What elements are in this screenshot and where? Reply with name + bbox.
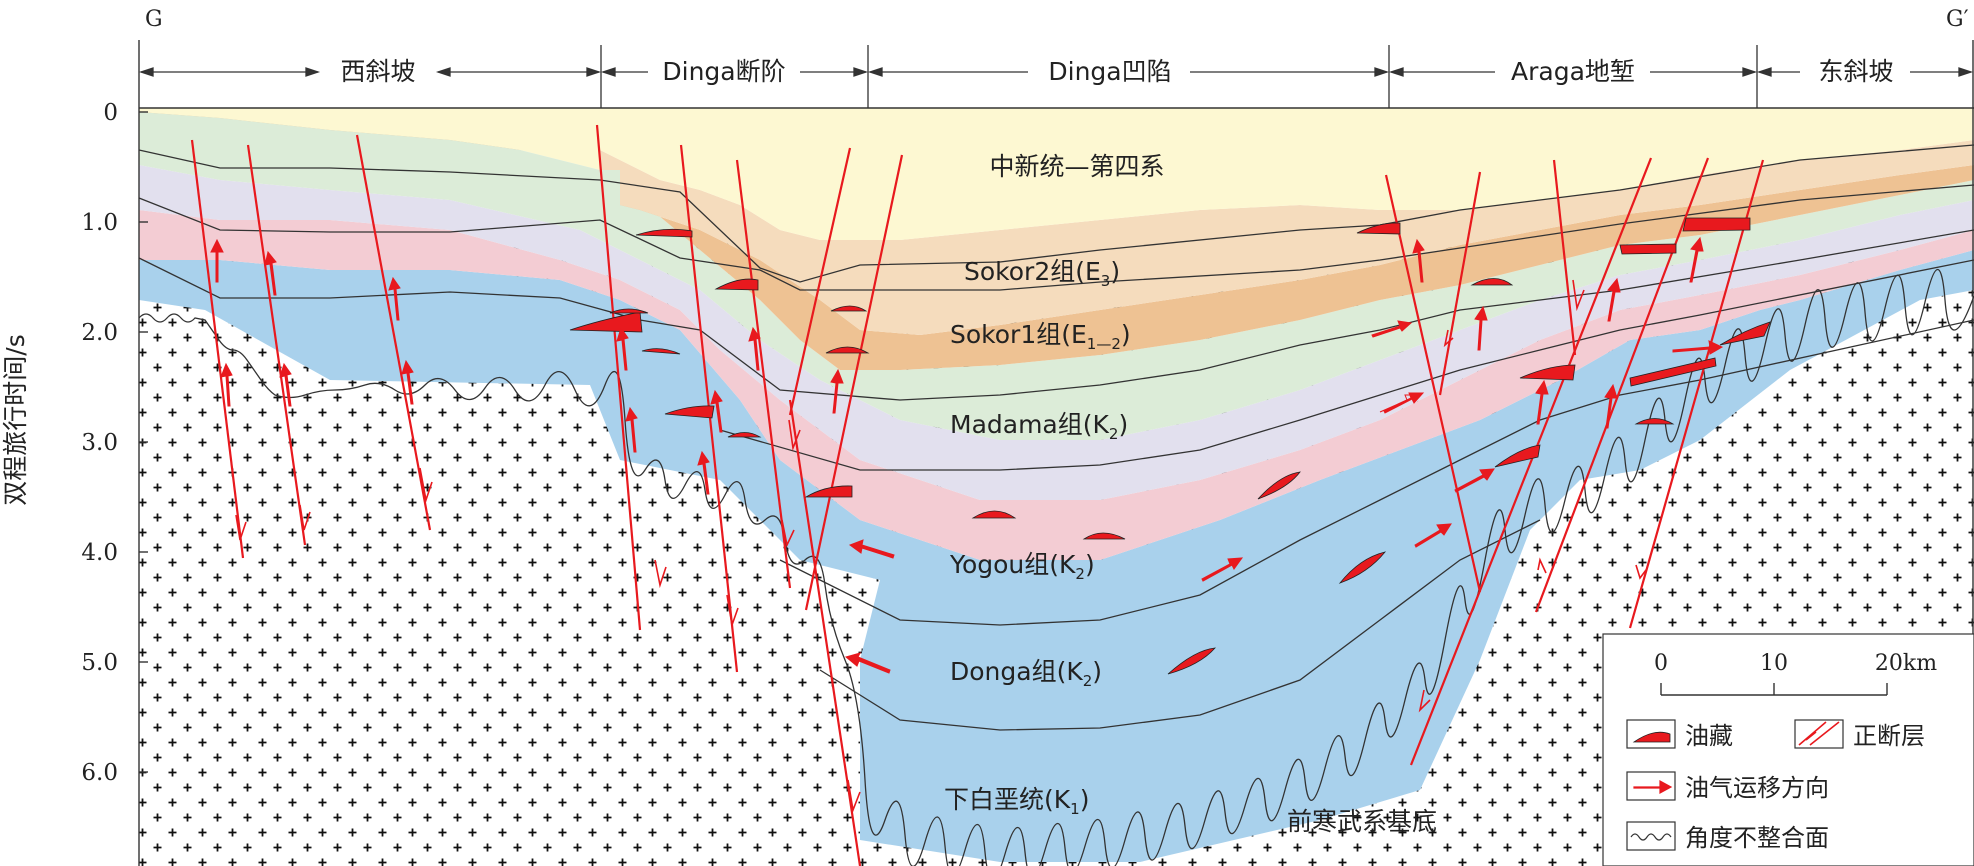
zone-label-dinga-depression: Dinga凹陷 [1048, 57, 1171, 86]
oil-reservoir [664, 405, 715, 419]
layer-donga [139, 210, 1974, 560]
stratum-label-sokor2: Sokor2组(E3) [964, 257, 1120, 290]
y-axis-label: 双程旅行时间/s [1, 334, 30, 505]
oil-reservoir [714, 278, 759, 291]
fault-slip-marks [235, 279, 1647, 814]
migration-arrow [1604, 383, 1618, 429]
stratum-label-sokor1: Sokor1组(E1—2) [950, 320, 1131, 353]
oil-reservoir [1167, 647, 1216, 675]
legend-label-fault: 正断层 [1853, 722, 1925, 750]
oil-reservoir [1082, 532, 1126, 540]
oil-reservoir [971, 510, 1017, 519]
zone-label-east-slope: 东斜坡 [1818, 57, 1893, 86]
migration-arrow [1379, 394, 1420, 413]
migration-arrow [844, 652, 891, 674]
stratum-label-yogou: Yogou组(K2) [949, 550, 1095, 583]
oil-reservoir [1629, 357, 1717, 387]
scale-bar [1660, 683, 1888, 696]
stratum-label-donga: Donga组(K2) [950, 657, 1102, 690]
faults [190, 124, 1765, 866]
oil-reservoir [1494, 444, 1541, 468]
y-axis-tick-label: 4.0 [81, 540, 118, 566]
oil-reservoir [830, 305, 868, 312]
oil-reservoir [1338, 551, 1387, 584]
stratum-label-k1: 下白垩统(K1) [944, 785, 1089, 818]
migration-arrow [1607, 277, 1621, 322]
migration-arrow [210, 238, 224, 283]
y-axis-tick-label: 2.0 [81, 320, 118, 346]
oil-reservoir [825, 346, 870, 354]
migration-arrow [388, 276, 401, 321]
oil-reservoir [1634, 418, 1675, 425]
layer-boundaries [138, 144, 1974, 731]
stratum-label-quaternary: 中新统—第四系 [989, 152, 1164, 181]
basement-label: 前寒武系基底 [1287, 807, 1437, 836]
migration-arrows [210, 236, 1724, 674]
layer-sokor2 [139, 108, 1974, 335]
y-axis-tick-label: 1.0 [81, 210, 118, 236]
scale-tick-label: 10 [1760, 651, 1788, 676]
y-axis-tick-label: 6.0 [81, 760, 118, 786]
zone-bar [138, 45, 1974, 108]
oil-reservoir [1682, 217, 1751, 232]
migration-arrow [1535, 379, 1549, 425]
strata-layers [139, 108, 1974, 862]
migration-arrow [1672, 340, 1724, 355]
migration-arrow [710, 389, 723, 433]
migration-arrow [697, 450, 710, 495]
migration-arrow [220, 362, 233, 407]
migration-arrow [1689, 236, 1704, 283]
migration-arrow [279, 362, 292, 407]
y-axis-tick-label: 0 [103, 100, 118, 126]
oil-reservoir [641, 348, 681, 355]
migration-arrow [1414, 523, 1452, 548]
unconformity-line [138, 268, 1974, 866]
stratum-label-madama: Madama组(K2) [950, 410, 1128, 443]
scale-tick-label: 20km [1875, 651, 1937, 676]
zone-label-west-slope: 西斜坡 [340, 57, 415, 86]
layer-k1 [139, 250, 1974, 862]
migration-arrow [1412, 238, 1425, 283]
migration-arrow [848, 539, 895, 559]
migration-arrow [401, 359, 414, 405]
y-axis-tick-label: 5.0 [81, 650, 118, 676]
legend-label-unconformity: 角度不整合面 [1685, 824, 1829, 852]
unconformity-icon [1626, 821, 1676, 851]
migration-arrow [625, 406, 638, 453]
oil-reservoir [1470, 278, 1514, 286]
y-axis: 0 1.0 2.0 3.0 4.0 5.0 6.0 [81, 100, 148, 786]
section-end-label: G′ [1946, 7, 1969, 32]
layer-madama [139, 130, 1974, 440]
migration-arrow [830, 368, 844, 414]
legend-label-migration: 油气运移方向 [1685, 774, 1829, 802]
zone-label-araga-graben: Araga地堑 [1511, 57, 1635, 86]
oil-reservoir [1257, 471, 1301, 500]
layer-yogou [139, 165, 1974, 500]
legend-label-oil: 油藏 [1685, 722, 1733, 750]
zone-label-dinga-step: Dinga断阶 [662, 57, 785, 86]
migration-arrow [1454, 468, 1495, 493]
oil-reservoirs [569, 217, 1771, 675]
oil-reservoir [1719, 321, 1771, 346]
oil-reservoir [727, 432, 762, 438]
oil-reservoir [1356, 222, 1401, 235]
legend: 0 10 20km 油藏 正断层 油气运移方向 角度不整合面 [1602, 633, 1974, 866]
migration-arrow [616, 326, 629, 371]
migration-arrow [748, 326, 761, 371]
oil-reservoir [635, 228, 693, 238]
oil-reservoir [1519, 364, 1576, 381]
migration-arrow [1201, 557, 1244, 582]
oil-reservoir [1619, 243, 1677, 255]
migration-arrow [264, 250, 277, 296]
oil-reservoir [804, 485, 853, 498]
section-start-label: G [145, 7, 163, 32]
y-axis-tick-label: 3.0 [81, 430, 118, 456]
scale-tick-label: 0 [1654, 651, 1668, 676]
layer-quaternary [139, 108, 1974, 240]
oil-reservoir [609, 308, 649, 314]
migration-arrow [1371, 320, 1413, 338]
migration-arrow [1474, 305, 1488, 351]
